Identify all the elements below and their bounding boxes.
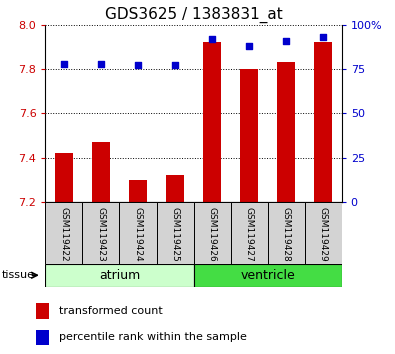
Bar xyxy=(240,69,258,202)
Text: tissue: tissue xyxy=(2,270,35,280)
Bar xyxy=(120,202,156,264)
Bar xyxy=(45,264,194,287)
Text: GSM119423: GSM119423 xyxy=(96,207,105,262)
Bar xyxy=(203,42,221,202)
Point xyxy=(320,34,326,40)
Text: atrium: atrium xyxy=(99,269,140,282)
Point xyxy=(172,63,178,68)
Bar xyxy=(314,42,333,202)
Bar xyxy=(231,202,268,264)
Point xyxy=(209,36,215,42)
Bar xyxy=(36,303,49,319)
Text: GSM119428: GSM119428 xyxy=(282,207,291,262)
Text: GSM119429: GSM119429 xyxy=(319,207,328,262)
Text: transformed count: transformed count xyxy=(59,306,163,316)
Text: GSM119426: GSM119426 xyxy=(207,207,216,262)
Point xyxy=(246,43,252,49)
Bar xyxy=(36,330,49,345)
Bar xyxy=(277,62,295,202)
Text: GSM119425: GSM119425 xyxy=(171,207,180,262)
Text: percentile rank within the sample: percentile rank within the sample xyxy=(59,332,247,342)
Bar xyxy=(45,202,83,264)
Text: ventricle: ventricle xyxy=(240,269,295,282)
Point xyxy=(61,61,67,67)
Bar xyxy=(268,202,305,264)
Bar xyxy=(156,202,194,264)
Bar xyxy=(194,202,231,264)
Bar xyxy=(129,180,147,202)
Bar xyxy=(305,202,342,264)
Bar xyxy=(55,153,73,202)
Point xyxy=(98,61,104,67)
Bar xyxy=(194,264,342,287)
Title: GDS3625 / 1383831_at: GDS3625 / 1383831_at xyxy=(105,7,282,23)
Bar xyxy=(92,142,110,202)
Point xyxy=(283,38,289,44)
Bar xyxy=(83,202,120,264)
Bar xyxy=(166,175,184,202)
Point xyxy=(135,63,141,68)
Text: GSM119427: GSM119427 xyxy=(245,207,254,262)
Text: GSM119424: GSM119424 xyxy=(134,207,143,261)
Text: GSM119422: GSM119422 xyxy=(59,207,68,261)
